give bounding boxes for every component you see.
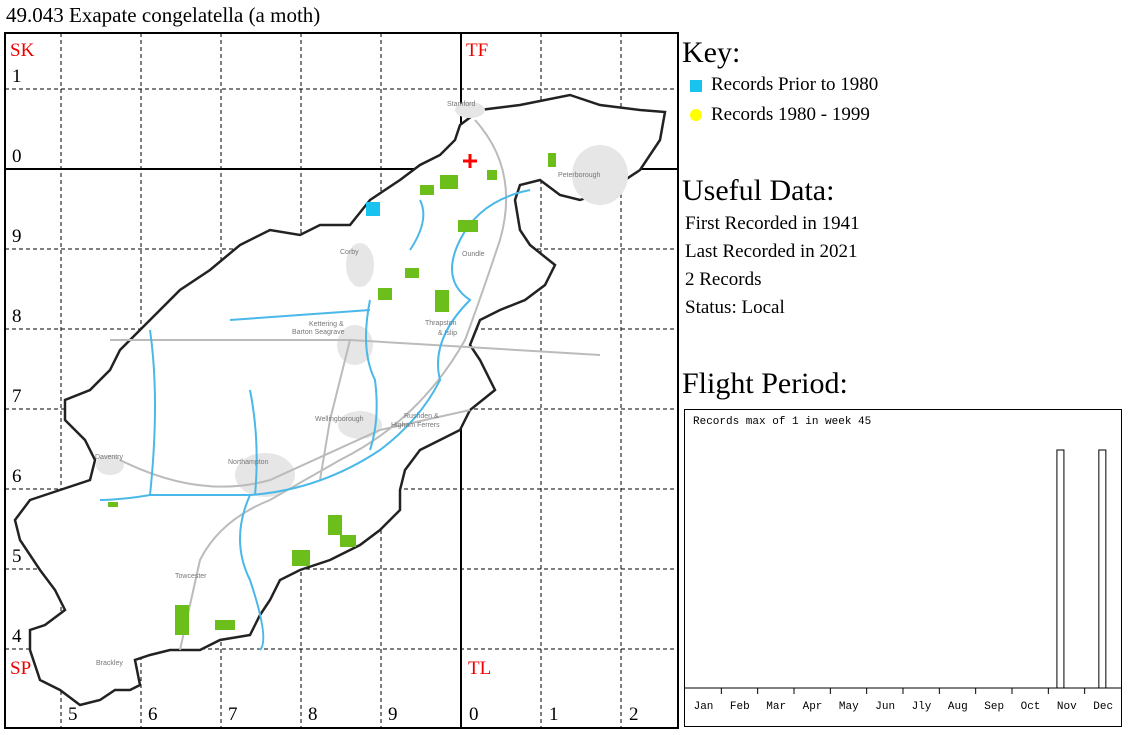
row-label: 6 — [12, 466, 22, 487]
key-title: Key: — [682, 36, 741, 69]
flight-period-title: Flight Period: — [682, 367, 848, 400]
key-item-prior-1980: Records Prior to 1980 — [711, 74, 879, 95]
row-label: 5 — [12, 546, 22, 567]
town-label: Corby — [340, 249, 359, 256]
row-label: 0 — [12, 146, 22, 167]
col-label: 0 — [469, 704, 479, 725]
key-item-1980-1999: Records 1980 - 1999 — [711, 104, 870, 125]
month-label: Jan — [693, 701, 714, 713]
month-label: Sep — [984, 701, 1005, 713]
col-label: 5 — [68, 704, 78, 725]
urban-areas — [96, 102, 628, 497]
col-label: 6 — [148, 704, 158, 725]
town-labels: Stamford Peterborough Corby Oundle Kettering… — [95, 101, 601, 667]
record-prior-1980-marker[interactable] — [366, 202, 380, 216]
useful-data-title: Useful Data: — [682, 174, 835, 207]
town-label: Northampton — [228, 459, 269, 466]
month-label: Jly — [911, 701, 932, 713]
record-recent-marker[interactable] — [463, 154, 477, 168]
last-recorded: Last Recorded in 2021 — [685, 241, 858, 262]
grid-letter: SK — [10, 40, 35, 61]
col-label: 2 — [629, 704, 639, 725]
grid-letter: TL — [468, 658, 491, 679]
county-outline — [13, 93, 667, 707]
col-label: 9 — [388, 704, 398, 725]
month-label: Mar — [766, 701, 787, 713]
month-label: Jun — [875, 701, 896, 713]
row-label: 4 — [12, 626, 22, 647]
month-label: Nov — [1056, 701, 1077, 713]
town-label: Thrapston — [425, 320, 457, 327]
town-label: Rushden & — [404, 413, 439, 420]
town-label: Stamford — [447, 101, 476, 108]
town-label: Wellingborough — [315, 416, 364, 423]
distribution-map: Stamford Peterborough Corby Oundle Kettering… — [4, 32, 679, 729]
town-label: Towcester — [175, 573, 207, 580]
status: Status: Local — [685, 297, 785, 318]
town-label: Peterborough — [558, 172, 601, 179]
month-label: Oct — [1020, 701, 1041, 713]
circle-icon — [690, 109, 702, 121]
row-label: 7 — [12, 386, 22, 407]
town-label: Higham Ferrers — [391, 422, 440, 429]
town-label: Brackley — [96, 660, 123, 667]
row-label: 8 — [12, 306, 22, 327]
flight-bar-week-50 — [1098, 449, 1107, 689]
month-label: Dec — [1093, 701, 1114, 713]
town-label: Oundle — [462, 251, 485, 258]
col-label: 8 — [308, 704, 318, 725]
month-label: Feb — [729, 701, 750, 713]
row-label: 9 — [12, 226, 22, 247]
chart-title: Records max of 1 in week 45 — [693, 416, 872, 428]
grid-letter: SP — [10, 658, 31, 679]
town-label: Daventry — [95, 454, 124, 461]
row-label: 1 — [12, 66, 22, 87]
flight-bar-week-45 — [1056, 449, 1065, 689]
map-frame — [4, 32, 679, 729]
col-label: 1 — [549, 704, 559, 725]
town-label: Barton Seagrave — [292, 329, 345, 336]
month-label: Apr — [802, 701, 823, 713]
flight-period-chart: Records max of 1 in week 45 Jan Feb Mar Apr… — [684, 409, 1122, 727]
roads — [110, 119, 601, 651]
woodland — [108, 153, 556, 635]
month-label: Aug — [947, 701, 968, 713]
first-recorded: First Recorded in 1941 — [685, 213, 860, 234]
town-label: Kettering & — [309, 321, 344, 328]
month-label: May — [838, 701, 859, 713]
town-label: & Islip — [438, 330, 457, 337]
record-count: 2 Records — [685, 269, 762, 290]
rivers — [99, 189, 531, 651]
page-title: 49.043 Exapate congelatella (a moth) — [6, 3, 321, 27]
col-label: 7 — [228, 704, 238, 725]
grid-letter: TF — [466, 40, 488, 61]
square-icon — [690, 80, 702, 92]
